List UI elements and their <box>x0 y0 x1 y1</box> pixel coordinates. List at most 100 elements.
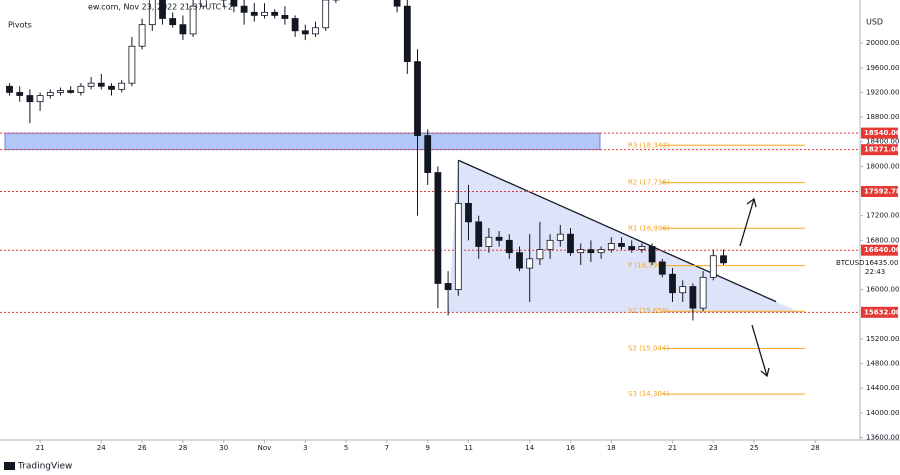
pivot-label: R2 (17,736) <box>628 179 670 187</box>
pivot-label: S1 (15,650) <box>628 307 669 315</box>
candle-body <box>577 249 585 254</box>
candle-body <box>597 249 605 254</box>
candle-body <box>46 92 54 96</box>
candle-body <box>97 82 105 87</box>
y-tick-label: 14800.00 <box>866 360 899 368</box>
candle-body <box>291 18 299 32</box>
x-tick-label: 21 <box>36 444 45 452</box>
level-badge-label: 15632.00 <box>864 308 900 316</box>
candle-body <box>669 273 676 294</box>
y-tick-label: 17200.00 <box>866 212 899 220</box>
candle-body <box>454 202 462 291</box>
candle-body <box>587 249 595 254</box>
candle-body <box>628 246 636 250</box>
y-tick-label: 14400.00 <box>866 384 899 392</box>
candle-body <box>26 95 34 103</box>
y-tick-label: 14000.00 <box>866 409 899 417</box>
candle-body <box>67 90 75 93</box>
candle-body <box>638 246 646 250</box>
x-tick-label: 11 <box>464 444 473 452</box>
candle-body <box>281 15 289 19</box>
x-tick-label: 7 <box>385 444 389 452</box>
candle-body <box>271 11 279 16</box>
candle-body <box>159 0 166 19</box>
candle-body <box>475 221 483 247</box>
candle-body <box>556 233 564 241</box>
candle-body <box>138 24 146 47</box>
candle-body <box>179 24 187 35</box>
level-badge <box>861 127 898 139</box>
candle-body <box>414 61 421 136</box>
candle-body <box>393 0 401 7</box>
plot-area: R3 (18,342) R2 (17,736) R1 (16,996) P (16,3… <box>0 0 860 398</box>
logo: TradingView <box>17 462 72 472</box>
candle-body <box>6 85 13 93</box>
x-tick-label: 30 <box>219 444 228 452</box>
candle-body <box>679 286 687 294</box>
candle-body <box>618 243 625 247</box>
y-tick-label: 16000.00 <box>866 286 899 294</box>
level-badge-label: 16640.00 <box>864 246 900 254</box>
x-tick-label: 16 <box>566 444 575 452</box>
candle-body <box>312 27 319 35</box>
candle-body <box>36 95 44 103</box>
y-tick-label: 18800.00 <box>866 113 899 121</box>
y-tick-label: 16800.00 <box>866 236 899 244</box>
candle-body <box>567 233 574 254</box>
x-tick-label: 26 <box>138 444 147 452</box>
candle-body <box>261 11 268 16</box>
candle-body <box>169 18 177 26</box>
candle-body <box>648 246 656 263</box>
x-tick-label: 3 <box>303 444 307 452</box>
x-tick-label: 28 <box>811 444 820 452</box>
candle-body <box>424 135 432 173</box>
candle-body <box>699 276 707 309</box>
candle-body <box>108 85 115 90</box>
supply-zone <box>4 132 601 151</box>
candle-body <box>444 283 452 291</box>
candle-body <box>77 85 85 93</box>
candle-body <box>607 243 615 250</box>
x-tick-label: 9 <box>425 444 429 452</box>
level-badge-label: 17592.78 <box>864 187 900 195</box>
candle-body <box>57 90 64 93</box>
level-badge-label: 18540.00 <box>864 129 900 137</box>
y-tick-label: 18400.00 <box>866 138 899 146</box>
candle-body <box>485 236 493 247</box>
candle-body <box>709 255 717 278</box>
candle-body <box>128 45 136 84</box>
candle-body <box>434 172 442 284</box>
symbol-label: BTCUSD <box>836 259 865 267</box>
x-tick-label: 21 <box>668 444 677 452</box>
currency: USD <box>866 18 883 27</box>
candle-body <box>230 0 238 7</box>
y-tick-label: 20000.00 <box>866 39 899 47</box>
pivot-label: R3 (18,342) <box>628 141 670 149</box>
y-tick-label: 19600.00 <box>866 64 899 72</box>
y-tick-label: 15200.00 <box>866 335 899 343</box>
level-badge <box>861 185 898 197</box>
candle-body <box>240 5 248 13</box>
candle-body <box>199 0 207 7</box>
x-tick-label: 28 <box>178 444 187 452</box>
candle-body <box>536 249 544 260</box>
x-tick-label: 18 <box>607 444 616 452</box>
candle-body <box>720 255 727 264</box>
candle-body <box>250 11 258 16</box>
y-tick-label: 19200.00 <box>866 88 899 96</box>
level-badge <box>861 244 898 256</box>
indicator-name: Pivots <box>8 21 32 30</box>
candle-body <box>87 82 95 87</box>
candle-body <box>322 0 330 29</box>
pivot-label: R1 (16,996) <box>628 224 670 232</box>
pivot-label: S2 (15,044) <box>628 345 669 353</box>
pivot-label: P (16,390) <box>628 262 665 270</box>
arrows <box>739 197 770 378</box>
trendline <box>458 159 777 303</box>
candle-body <box>16 92 24 96</box>
x-tick-label: 5 <box>344 444 348 452</box>
candle-body <box>403 5 411 63</box>
candle-body <box>658 261 666 275</box>
source-text: ew.com, Nov 23, 2022 21:37 UTC+2 <box>88 3 233 12</box>
